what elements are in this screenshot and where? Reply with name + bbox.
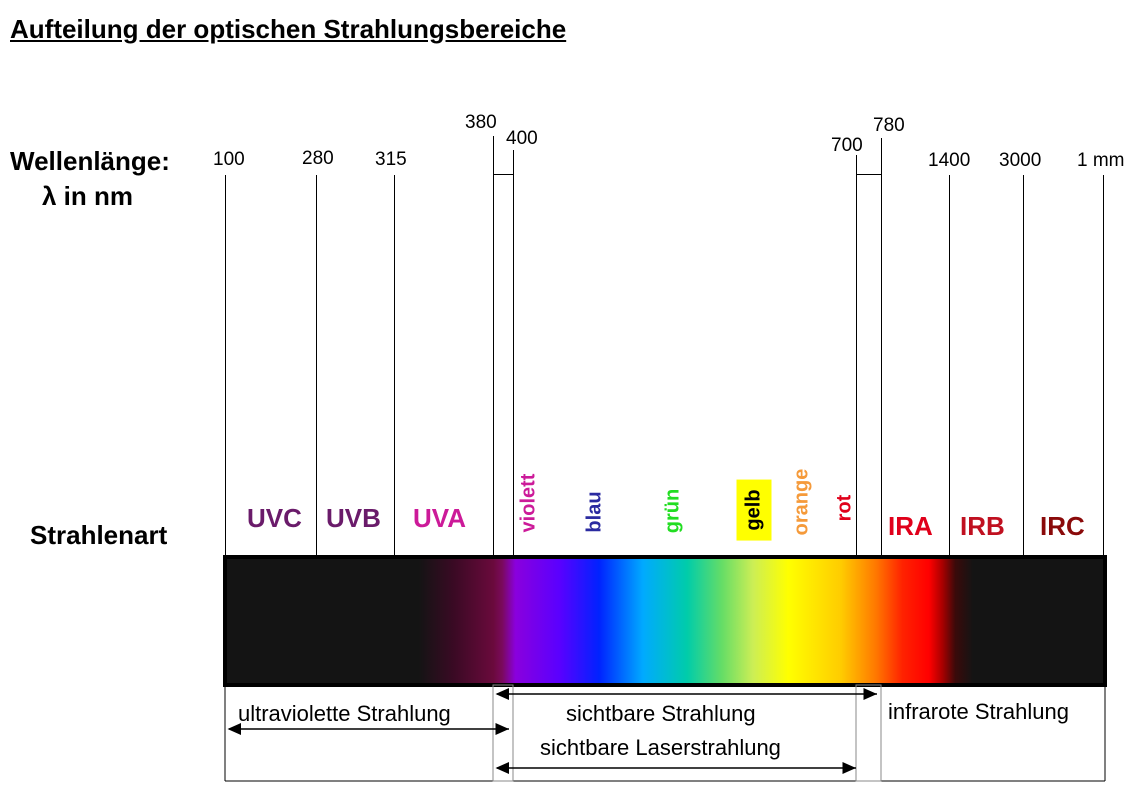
tick-label-1mm: 1 mm bbox=[1077, 150, 1125, 171]
box-380-400 bbox=[492, 684, 514, 782]
boundary-line-3000 bbox=[1023, 175, 1024, 555]
tick-label-400: 400 bbox=[506, 128, 538, 149]
tick-label-3000: 3000 bbox=[999, 150, 1042, 171]
wavelength-unit-label: λ in nm bbox=[42, 181, 134, 211]
range-label-ultraviolet: ultraviolette Strahlung bbox=[238, 701, 451, 726]
range-label-infrared: infrarote Strahlung bbox=[888, 699, 1069, 724]
boundary-line-700 bbox=[856, 155, 857, 556]
range-label-visible-laser: sichtbare Laserstrahlung bbox=[540, 735, 781, 760]
range-label-visible: sichtbare Strahlung bbox=[566, 701, 756, 726]
boundary-line-380 bbox=[493, 136, 494, 556]
boundary-line-1mm bbox=[1103, 175, 1104, 555]
tick-cap-visible-start bbox=[493, 174, 514, 175]
boundary-line-1400 bbox=[949, 175, 950, 555]
box-700-780 bbox=[855, 684, 882, 782]
tick-label-280: 280 bbox=[302, 148, 334, 169]
band-label-irb: IRB bbox=[960, 511, 1005, 541]
boundary-line-780 bbox=[881, 138, 882, 556]
tick-label-380: 380 bbox=[465, 112, 497, 133]
band-label-irc: IRC bbox=[1040, 511, 1085, 541]
tick-label-1400: 1400 bbox=[928, 150, 971, 171]
page-title: Aufteilung der optischen Strahlungsberei… bbox=[10, 14, 567, 44]
tick-label-315: 315 bbox=[375, 149, 407, 170]
tick-label-780: 780 bbox=[873, 115, 905, 136]
tick-label-100: 100 bbox=[213, 149, 245, 170]
boundary-line-280 bbox=[316, 175, 317, 555]
wavelength-label: Wellenlänge: bbox=[10, 146, 170, 176]
band-label-uvc: UVC bbox=[247, 503, 302, 533]
radiation-type-label: Strahlenart bbox=[30, 520, 168, 550]
boundary-line-400 bbox=[513, 150, 514, 556]
tick-label-700: 700 bbox=[831, 135, 863, 156]
spectrum-bar bbox=[223, 555, 1107, 687]
boundary-line-100 bbox=[225, 175, 226, 555]
band-label-uvb: UVB bbox=[326, 503, 381, 533]
boundary-line-315 bbox=[394, 175, 395, 555]
tick-cap-visible-end bbox=[856, 174, 882, 175]
band-label-uva: UVA bbox=[413, 503, 466, 533]
band-label-ira: IRA bbox=[888, 511, 933, 541]
